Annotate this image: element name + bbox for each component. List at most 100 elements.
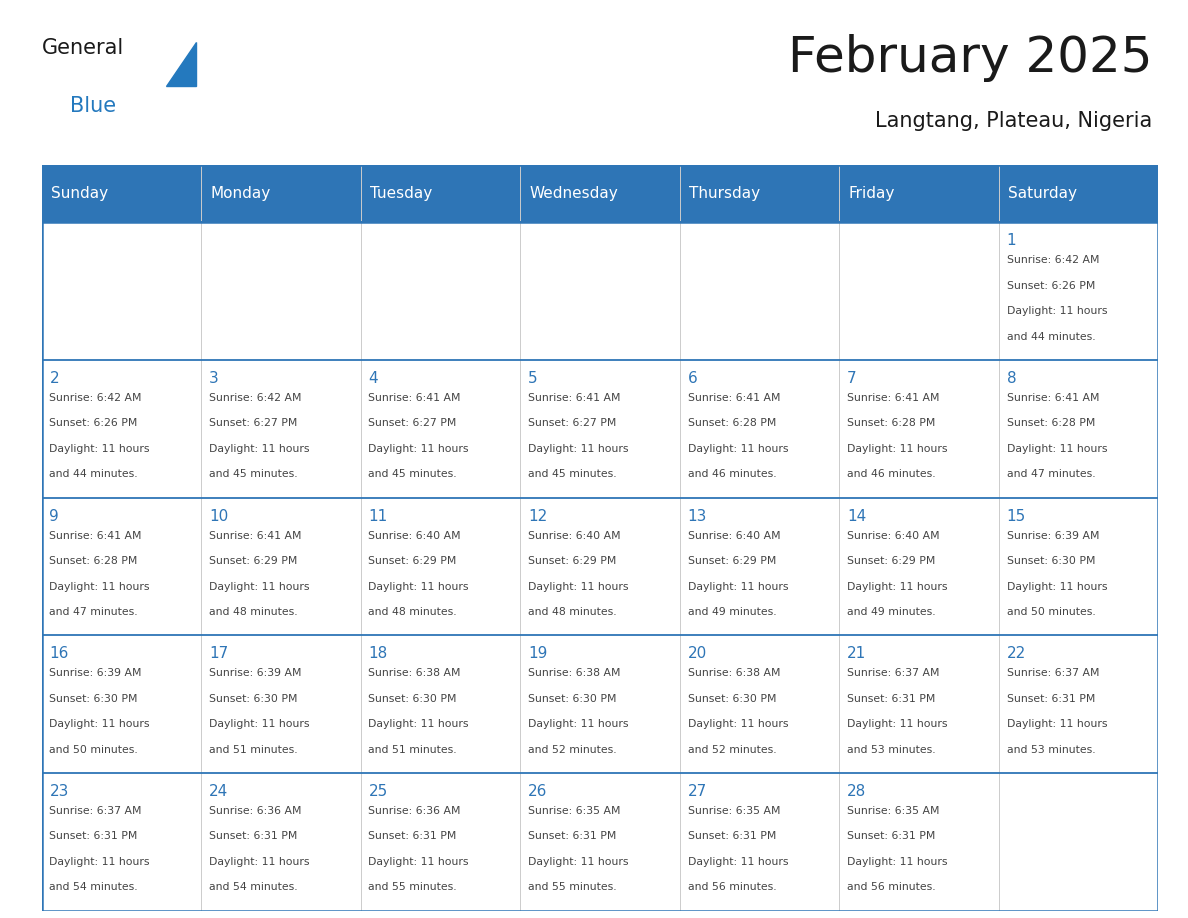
Text: Sunset: 6:30 PM: Sunset: 6:30 PM <box>368 694 457 704</box>
Text: Sunrise: 6:36 AM: Sunrise: 6:36 AM <box>209 806 302 816</box>
Text: 23: 23 <box>50 784 69 799</box>
Bar <box>201 360 361 498</box>
Text: Sunset: 6:31 PM: Sunset: 6:31 PM <box>527 832 617 842</box>
Text: Sunrise: 6:35 AM: Sunrise: 6:35 AM <box>847 806 940 816</box>
Text: Daylight: 11 hours: Daylight: 11 hours <box>50 443 150 453</box>
Bar <box>999 165 1158 222</box>
Text: Wednesday: Wednesday <box>529 186 618 201</box>
Text: Sunrise: 6:41 AM: Sunrise: 6:41 AM <box>209 531 302 541</box>
Bar <box>999 773 1158 911</box>
Text: Sunset: 6:30 PM: Sunset: 6:30 PM <box>527 694 617 704</box>
Text: Thursday: Thursday <box>689 186 760 201</box>
Text: Daylight: 11 hours: Daylight: 11 hours <box>527 720 628 729</box>
Text: Sunset: 6:26 PM: Sunset: 6:26 PM <box>50 419 138 429</box>
Text: and 47 minutes.: and 47 minutes. <box>1006 469 1095 479</box>
Text: and 52 minutes.: and 52 minutes. <box>688 744 776 755</box>
Text: and 44 minutes.: and 44 minutes. <box>50 469 138 479</box>
Bar <box>839 773 999 911</box>
Text: Sunrise: 6:37 AM: Sunrise: 6:37 AM <box>50 806 141 816</box>
Text: Daylight: 11 hours: Daylight: 11 hours <box>1006 443 1107 453</box>
Text: Sunset: 6:30 PM: Sunset: 6:30 PM <box>1006 556 1095 566</box>
Text: General: General <box>42 38 124 58</box>
Text: Sunrise: 6:39 AM: Sunrise: 6:39 AM <box>1006 531 1099 541</box>
Bar <box>520 165 680 222</box>
Bar <box>520 773 680 911</box>
Text: 3: 3 <box>209 371 219 386</box>
Text: and 51 minutes.: and 51 minutes. <box>209 744 297 755</box>
Text: Sunset: 6:27 PM: Sunset: 6:27 PM <box>527 419 617 429</box>
Text: Daylight: 11 hours: Daylight: 11 hours <box>209 720 309 729</box>
Text: Sunrise: 6:40 AM: Sunrise: 6:40 AM <box>368 531 461 541</box>
Text: Daylight: 11 hours: Daylight: 11 hours <box>527 443 628 453</box>
Text: and 49 minutes.: and 49 minutes. <box>688 607 776 617</box>
Bar <box>520 360 680 498</box>
Text: 11: 11 <box>368 509 387 523</box>
Bar <box>42 773 201 911</box>
Text: 2: 2 <box>50 371 59 386</box>
Text: Sunrise: 6:41 AM: Sunrise: 6:41 AM <box>1006 393 1099 403</box>
Text: Daylight: 11 hours: Daylight: 11 hours <box>50 582 150 591</box>
Text: and 56 minutes.: and 56 minutes. <box>847 882 936 892</box>
Text: Sunset: 6:31 PM: Sunset: 6:31 PM <box>847 832 935 842</box>
Text: 1: 1 <box>1006 233 1016 248</box>
Text: Daylight: 11 hours: Daylight: 11 hours <box>847 443 948 453</box>
Text: Sunset: 6:31 PM: Sunset: 6:31 PM <box>688 832 776 842</box>
Text: Sunset: 6:28 PM: Sunset: 6:28 PM <box>688 419 776 429</box>
Text: Sunset: 6:29 PM: Sunset: 6:29 PM <box>527 556 617 566</box>
Bar <box>520 498 680 635</box>
Bar <box>520 635 680 773</box>
Text: Sunset: 6:29 PM: Sunset: 6:29 PM <box>368 556 457 566</box>
Bar <box>201 165 361 222</box>
Text: and 45 minutes.: and 45 minutes. <box>527 469 617 479</box>
Text: Sunrise: 6:42 AM: Sunrise: 6:42 AM <box>50 393 141 403</box>
Bar <box>520 222 680 360</box>
Bar <box>361 360 520 498</box>
Text: Daylight: 11 hours: Daylight: 11 hours <box>688 443 788 453</box>
Text: Sunrise: 6:40 AM: Sunrise: 6:40 AM <box>847 531 940 541</box>
Text: 5: 5 <box>527 371 538 386</box>
Bar <box>680 635 839 773</box>
Text: Sunset: 6:31 PM: Sunset: 6:31 PM <box>50 832 138 842</box>
Text: Daylight: 11 hours: Daylight: 11 hours <box>1006 720 1107 729</box>
Text: Daylight: 11 hours: Daylight: 11 hours <box>209 582 309 591</box>
Bar <box>361 165 520 222</box>
Text: 19: 19 <box>527 646 548 661</box>
Bar <box>839 360 999 498</box>
Text: Daylight: 11 hours: Daylight: 11 hours <box>688 720 788 729</box>
Text: Sunrise: 6:39 AM: Sunrise: 6:39 AM <box>50 668 141 678</box>
Text: Sunrise: 6:41 AM: Sunrise: 6:41 AM <box>527 393 620 403</box>
Text: Daylight: 11 hours: Daylight: 11 hours <box>527 582 628 591</box>
Bar <box>680 498 839 635</box>
Text: and 47 minutes.: and 47 minutes. <box>50 607 138 617</box>
Text: and 52 minutes.: and 52 minutes. <box>527 744 617 755</box>
Bar <box>839 635 999 773</box>
Text: Sunrise: 6:42 AM: Sunrise: 6:42 AM <box>209 393 302 403</box>
Text: Sunset: 6:30 PM: Sunset: 6:30 PM <box>50 694 138 704</box>
Bar <box>999 498 1158 635</box>
Bar <box>680 773 839 911</box>
Text: 17: 17 <box>209 646 228 661</box>
Text: February 2025: February 2025 <box>788 34 1152 83</box>
Text: Daylight: 11 hours: Daylight: 11 hours <box>527 857 628 867</box>
Text: 8: 8 <box>1006 371 1016 386</box>
Text: and 50 minutes.: and 50 minutes. <box>50 744 138 755</box>
Bar <box>361 222 520 360</box>
Text: Monday: Monday <box>210 186 271 201</box>
Bar <box>201 222 361 360</box>
Text: and 54 minutes.: and 54 minutes. <box>50 882 138 892</box>
Text: and 48 minutes.: and 48 minutes. <box>527 607 617 617</box>
Bar <box>839 498 999 635</box>
Text: 26: 26 <box>527 784 548 799</box>
Bar <box>42 222 201 360</box>
Bar <box>42 635 201 773</box>
Text: and 54 minutes.: and 54 minutes. <box>209 882 297 892</box>
Bar <box>42 165 201 222</box>
Bar <box>680 222 839 360</box>
Text: Sunrise: 6:40 AM: Sunrise: 6:40 AM <box>527 531 620 541</box>
Text: and 55 minutes.: and 55 minutes. <box>527 882 617 892</box>
Bar <box>201 773 361 911</box>
Text: Sunday: Sunday <box>51 186 108 201</box>
Bar <box>42 498 201 635</box>
Bar <box>201 635 361 773</box>
Text: 24: 24 <box>209 784 228 799</box>
